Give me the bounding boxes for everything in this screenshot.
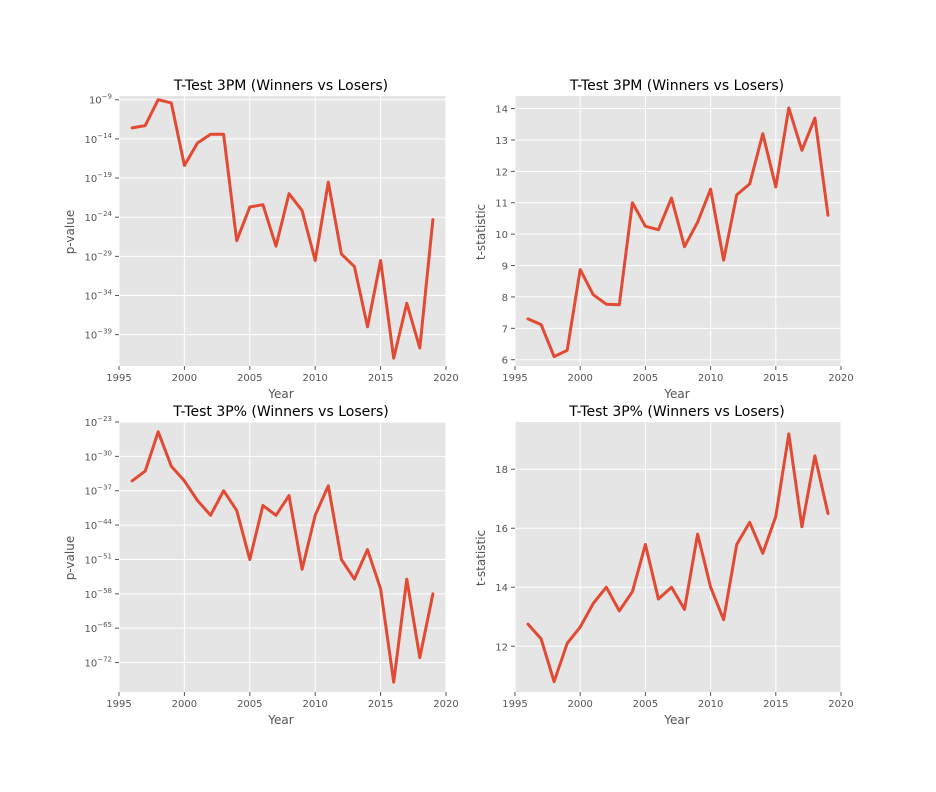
y-tick-label: 10−19 <box>84 171 112 185</box>
y-tick-label: 10−37 <box>84 484 112 498</box>
y-tick-label: 16 <box>495 524 508 535</box>
plot-background <box>515 96 841 366</box>
subplot-3pm-tstat: T-Test 3PM (Winners vs Losers) Year t-st… <box>474 78 784 401</box>
x-tick-label: 2020 <box>828 699 853 710</box>
y-tick-label: 10 <box>495 230 508 241</box>
y-tick-label: 10−34 <box>84 289 112 303</box>
x-tick-label: 2005 <box>237 373 262 384</box>
y-tick-label: 14 <box>495 105 508 116</box>
x-tick-label: 2005 <box>633 373 658 384</box>
x-tick-label: 2005 <box>237 699 262 710</box>
x-tick-label: 2015 <box>368 699 393 710</box>
x-tick-label: 2010 <box>698 699 723 710</box>
y-tick-label: 10−14 <box>84 132 112 146</box>
x-axis-label: Year <box>663 387 689 401</box>
subplot-3pm-pvalue: T-Test 3PM (Winners vs Losers) Year p-va… <box>63 78 388 401</box>
x-tick-label: 2000 <box>172 373 197 384</box>
x-tick-label: 2015 <box>368 373 393 384</box>
series-line <box>130 98 435 360</box>
y-tick-label: 10−39 <box>84 328 112 342</box>
x-tick-label: 2010 <box>302 373 327 384</box>
x-tick-label: 2020 <box>828 373 853 384</box>
plot-area-4: 1995 2000 2005 2010 2015 2020 12 14 16 18 <box>495 422 854 710</box>
y-tick-label: 13 <box>495 136 508 147</box>
y-axis-label: p-value <box>63 210 77 254</box>
y-axis-label: t-statistic <box>474 204 488 260</box>
x-tick-label: 1995 <box>106 373 131 384</box>
x-tick-label: 2010 <box>302 699 327 710</box>
x-tick-label: 2005 <box>633 699 658 710</box>
chart-title: T-Test 3P% (Winners vs Losers) <box>172 404 388 420</box>
x-tick-label: 2020 <box>433 699 458 710</box>
y-tick-label: 10−24 <box>84 210 112 224</box>
series-line <box>526 432 830 684</box>
plot-area-3: 1995 2000 2005 2010 2015 2020 10−23 10−30 10−37 1… <box>84 415 458 710</box>
y-tick-label: 10−23 <box>84 415 112 429</box>
y-tick-label: 12 <box>495 167 508 178</box>
y-tick-label: 11 <box>495 199 508 210</box>
y-tick-label: 9 <box>502 262 508 273</box>
y-tick-label: 10−44 <box>84 518 112 532</box>
x-tick-label: 1995 <box>502 699 527 710</box>
plot-area-2: 1995 2000 2005 2010 2015 2020 6 7 8 9 10 11 12 13 14 <box>495 96 854 384</box>
subplot-3ppct-tstat: T-Test 3P% (Winners vs Losers) Year t-st… <box>474 404 785 727</box>
y-tick-label: 10−9 <box>89 93 112 107</box>
chart-title: T-Test 3P% (Winners vs Losers) <box>568 404 784 420</box>
y-tick-label: 14 <box>495 583 508 594</box>
y-tick-label: 10−51 <box>84 552 112 566</box>
x-tick-label: 2020 <box>433 373 458 384</box>
x-axis-label: Year <box>663 713 689 727</box>
x-tick-label: 1995 <box>502 373 527 384</box>
series-line <box>526 106 830 359</box>
plot-background <box>119 96 446 366</box>
chart-title: T-Test 3PM (Winners vs Losers) <box>569 78 784 94</box>
x-tick-label: 2015 <box>763 699 788 710</box>
y-tick-label: 8 <box>502 293 508 304</box>
x-tick-label: 2000 <box>567 699 592 710</box>
x-tick-label: 1995 <box>106 699 131 710</box>
y-tick-label: 12 <box>495 642 508 653</box>
y-tick-label: 10−72 <box>84 656 112 670</box>
series-line <box>130 430 435 684</box>
chart-title: T-Test 3PM (Winners vs Losers) <box>173 78 388 94</box>
x-tick-label: 2000 <box>567 373 592 384</box>
subplot-3ppct-pvalue: T-Test 3P% (Winners vs Losers) Year p-va… <box>63 404 389 727</box>
plot-background <box>515 422 841 692</box>
y-tick-label: 10−30 <box>84 449 112 463</box>
plot-area-1: 1995 2000 2005 2010 2015 2020 10−9 10−14 10−19 10… <box>84 93 458 384</box>
x-axis-label: Year <box>267 387 293 401</box>
x-tick-label: 2015 <box>763 373 788 384</box>
y-axis-label: p-value <box>63 536 77 580</box>
y-tick-label: 7 <box>502 324 508 335</box>
y-tick-label: 6 <box>502 356 508 367</box>
x-tick-label: 2000 <box>172 699 197 710</box>
x-tick-label: 2010 <box>698 373 723 384</box>
y-tick-label: 18 <box>495 465 508 476</box>
y-tick-label: 10−65 <box>84 621 112 635</box>
y-axis-label: t-statistic <box>474 530 488 586</box>
y-tick-label: 10−29 <box>84 249 112 263</box>
x-axis-label: Year <box>267 713 293 727</box>
y-tick-label: 10−58 <box>84 587 112 601</box>
